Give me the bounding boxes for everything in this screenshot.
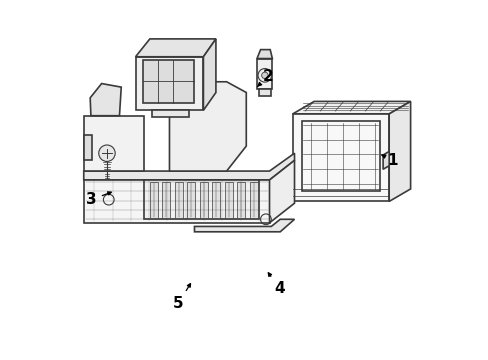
Polygon shape — [83, 153, 294, 180]
Polygon shape — [151, 111, 189, 117]
Circle shape — [261, 72, 267, 78]
Polygon shape — [135, 57, 203, 111]
Polygon shape — [203, 39, 216, 111]
Polygon shape — [200, 182, 207, 217]
Polygon shape — [83, 135, 91, 160]
Polygon shape — [258, 89, 270, 96]
Polygon shape — [249, 182, 257, 217]
Polygon shape — [257, 50, 272, 59]
Polygon shape — [388, 102, 410, 202]
Polygon shape — [292, 114, 388, 202]
Polygon shape — [162, 182, 170, 217]
Polygon shape — [224, 182, 232, 217]
Polygon shape — [194, 219, 294, 232]
Text: 4: 4 — [268, 273, 284, 296]
Polygon shape — [292, 102, 410, 114]
Text: 1: 1 — [381, 153, 397, 168]
Polygon shape — [257, 59, 272, 89]
Polygon shape — [142, 60, 194, 103]
Polygon shape — [83, 116, 144, 171]
Polygon shape — [90, 84, 121, 116]
Polygon shape — [135, 39, 216, 57]
Polygon shape — [83, 180, 269, 223]
Text: 2: 2 — [257, 69, 272, 86]
Text: 5: 5 — [173, 284, 190, 311]
Polygon shape — [269, 160, 294, 223]
Polygon shape — [144, 180, 258, 219]
Polygon shape — [175, 182, 183, 217]
Polygon shape — [237, 182, 244, 217]
Polygon shape — [187, 182, 195, 217]
Polygon shape — [169, 82, 246, 171]
Polygon shape — [212, 182, 220, 217]
Polygon shape — [382, 152, 388, 169]
Text: 3: 3 — [86, 192, 111, 207]
Polygon shape — [149, 182, 157, 217]
Circle shape — [99, 145, 115, 161]
